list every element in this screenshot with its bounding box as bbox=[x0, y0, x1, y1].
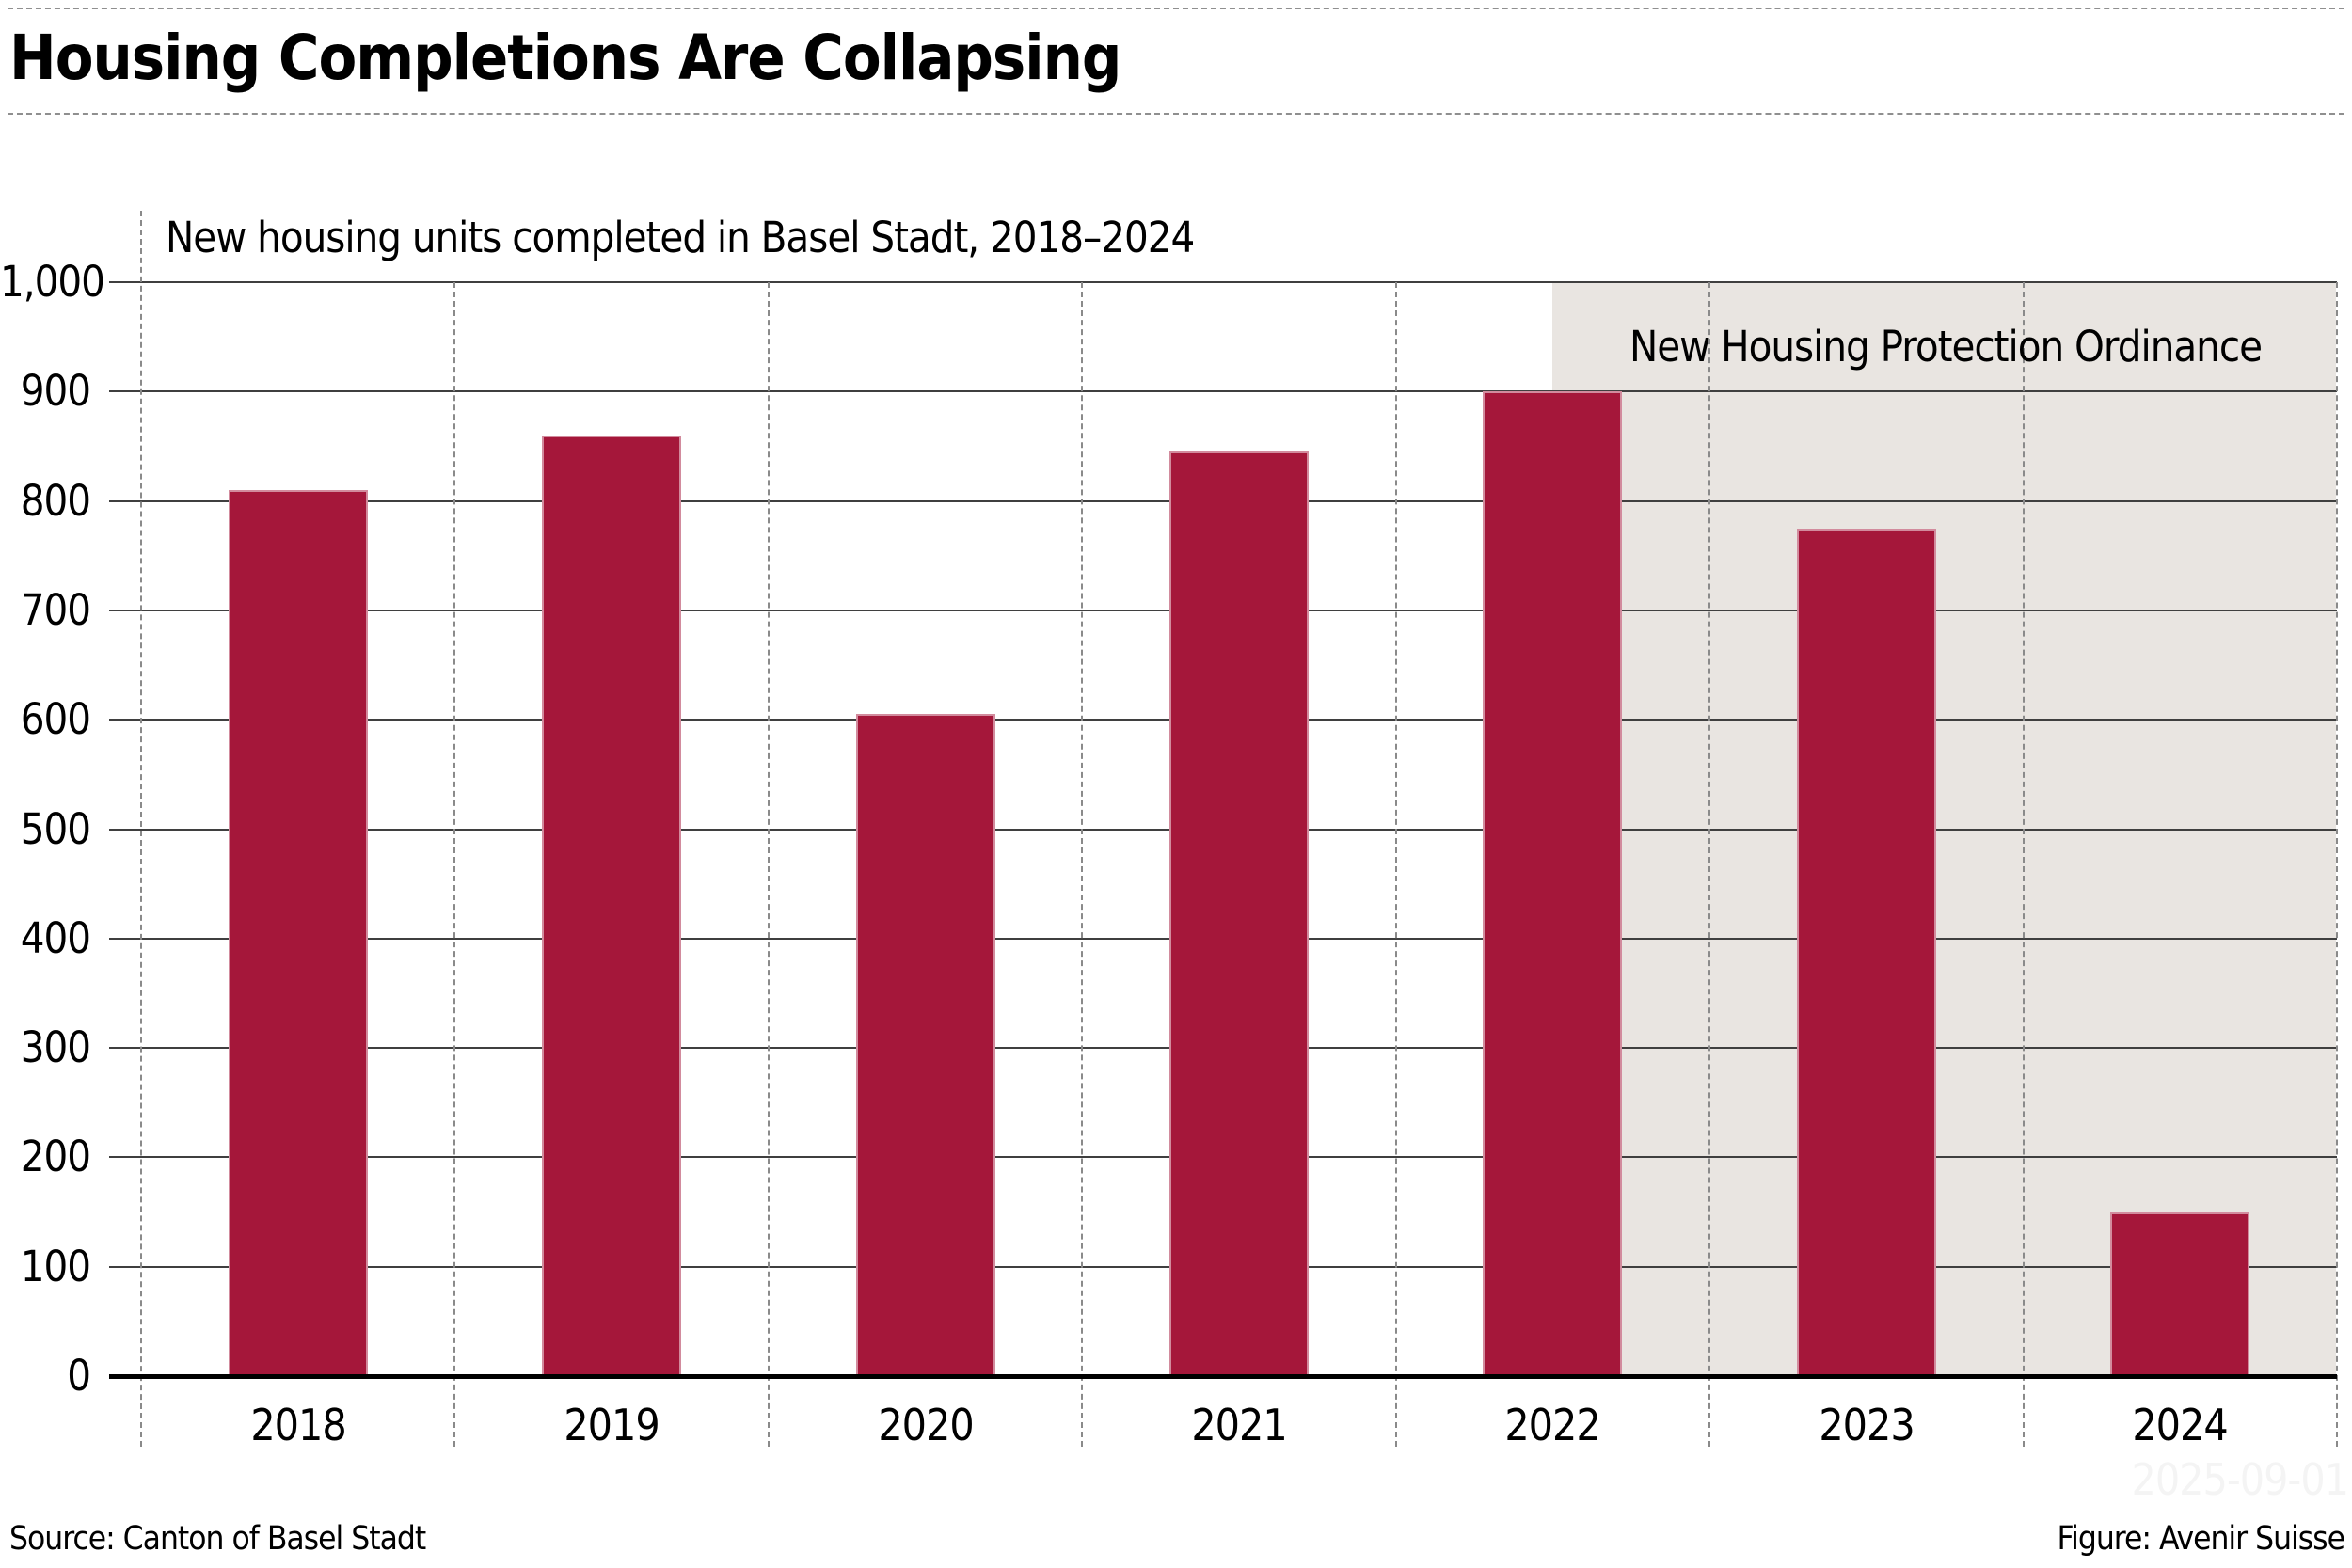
category-separator bbox=[453, 282, 456, 1447]
footer-figure: Figure: Avenir Suisse bbox=[2057, 1520, 2345, 1558]
chart-subtitle: New housing units completed in Basel Sta… bbox=[166, 213, 1195, 262]
x-tick-label-2018: 2018 bbox=[250, 1400, 346, 1450]
x-tick-label-2021: 2021 bbox=[1191, 1400, 1287, 1450]
y-tick-label: 1,000 bbox=[0, 257, 105, 307]
title-bottom-dashed-rule bbox=[8, 113, 2344, 115]
annotation-label: New Housing Protection Ordinance bbox=[1629, 322, 2263, 372]
bar-2023 bbox=[1797, 529, 1936, 1376]
category-separator bbox=[1081, 282, 1084, 1447]
bar-2021 bbox=[1169, 451, 1309, 1376]
y-tick-label: 600 bbox=[20, 694, 91, 745]
y-tick-label: 800 bbox=[20, 475, 91, 526]
x-axis-line bbox=[109, 1374, 2337, 1379]
y-gridline-900 bbox=[109, 390, 2337, 393]
footer-source: Source: Canton of Basel Stadt bbox=[9, 1520, 426, 1558]
bar-2022 bbox=[1483, 391, 1622, 1376]
y-tick-label: 900 bbox=[20, 366, 91, 417]
watermark-date: 2025-09-01 bbox=[2131, 1454, 2349, 1505]
y-tick-label: 700 bbox=[20, 584, 91, 635]
bar-2024 bbox=[2110, 1212, 2249, 1376]
y-tick-label: 200 bbox=[20, 1132, 91, 1182]
y-tick-label: 300 bbox=[20, 1022, 91, 1073]
x-tick-label-2024: 2024 bbox=[2132, 1400, 2228, 1450]
category-separator bbox=[140, 211, 142, 1447]
category-separator bbox=[1708, 282, 1711, 1447]
x-tick-label-2020: 2020 bbox=[878, 1400, 974, 1450]
x-tick-label-2019: 2019 bbox=[564, 1400, 660, 1450]
page-title: Housing Completions Are Collapsing bbox=[9, 22, 1121, 94]
category-separator bbox=[2336, 282, 2338, 1447]
bar-2020 bbox=[856, 714, 995, 1376]
category-separator bbox=[1394, 282, 1397, 1447]
y-gridline-1000 bbox=[109, 281, 2337, 283]
bar-2019 bbox=[542, 436, 681, 1376]
y-tick-label: 0 bbox=[67, 1351, 91, 1401]
bar-2018 bbox=[229, 490, 368, 1376]
x-tick-label-2022: 2022 bbox=[1504, 1400, 1600, 1450]
y-tick-label: 400 bbox=[20, 912, 91, 963]
category-separator bbox=[767, 282, 770, 1447]
y-tick-label: 100 bbox=[20, 1241, 91, 1291]
top-dashed-rule bbox=[8, 8, 2344, 9]
category-separator bbox=[2022, 282, 2025, 1447]
x-tick-label-2023: 2023 bbox=[1819, 1400, 1915, 1450]
y-tick-label: 500 bbox=[20, 803, 91, 854]
